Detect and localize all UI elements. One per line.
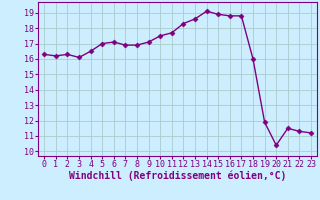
X-axis label: Windchill (Refroidissement éolien,°C): Windchill (Refroidissement éolien,°C) bbox=[69, 171, 286, 181]
